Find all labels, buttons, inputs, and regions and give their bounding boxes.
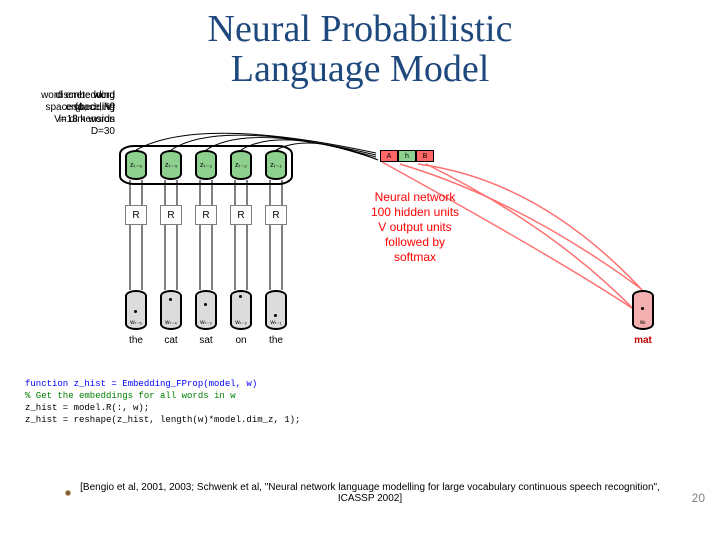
title-line-1: Neural Probabilistic xyxy=(208,8,513,50)
z-vector-0: zₜ₋₅ xyxy=(125,150,147,180)
citation: [Bengio et al, 2001, 2003; Schwenk et al… xyxy=(80,482,660,504)
r-matrix-0: R xyxy=(125,205,147,225)
matrix-A: A xyxy=(380,150,398,162)
code-line-3: z_hist = reshape(z_hist, length(w)*model… xyxy=(25,414,300,426)
label-discrete-space: discrete wordspace {1, …, V}V=18 k words xyxy=(0,90,115,126)
code-line-2: z_hist = model.R(:, w); xyxy=(25,402,300,414)
code-line-1: % Get the embeddings for all words in w xyxy=(25,390,300,402)
w-onehot-2: wₜ₋₃ xyxy=(195,290,217,330)
word-3: on xyxy=(226,335,256,346)
onehot-dot-output xyxy=(641,307,644,310)
nn-description: Neural network100 hidden unitsV output u… xyxy=(345,190,485,265)
w-onehot-1: wₜ₋₄ xyxy=(160,290,182,330)
code-block: function z_hist = Embedding_FProp(model,… xyxy=(25,378,300,427)
word-output: mat xyxy=(628,335,658,346)
hidden-h: h xyxy=(398,150,416,162)
r-matrix-2: R xyxy=(195,205,217,225)
r-matrix-1: R xyxy=(160,205,182,225)
r-matrix-4: R xyxy=(265,205,287,225)
z-vector-2: zₜ₋₃ xyxy=(195,150,217,180)
title-line-2: Language Model xyxy=(231,48,490,90)
w-output: wₜ xyxy=(632,290,654,330)
matrix-B: B xyxy=(416,150,434,162)
onehot-dot xyxy=(169,298,172,301)
word-1: cat xyxy=(156,335,186,346)
r-matrix-3: R xyxy=(230,205,252,225)
onehot-dot xyxy=(274,314,277,317)
w-onehot-4: wₜ₋₁ xyxy=(265,290,287,330)
word-2: sat xyxy=(191,335,221,346)
z-vector-3: zₜ₋₂ xyxy=(230,150,252,180)
z-vector-4: zₜ₋₁ xyxy=(265,150,287,180)
word-4: the xyxy=(261,335,291,346)
onehot-dot xyxy=(134,310,137,313)
bullet-icon xyxy=(65,490,71,496)
onehot-dot xyxy=(239,295,242,298)
page-number: 20 xyxy=(692,491,705,505)
onehot-dot xyxy=(204,303,207,306)
z-vector-1: zₜ₋₄ xyxy=(160,150,182,180)
page-title: Neural Probabilistic Language Model xyxy=(0,0,720,90)
code-line-0: function z_hist = Embedding_FProp(model,… xyxy=(25,378,300,390)
word-0: the xyxy=(121,335,151,346)
